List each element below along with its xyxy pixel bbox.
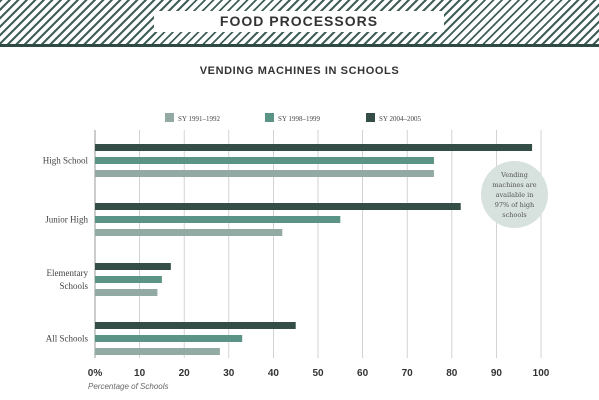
category-label: Junior High <box>45 215 88 225</box>
bar <box>95 335 243 342</box>
legend-label: SY 2004–2005 <box>379 115 421 123</box>
bar <box>95 276 162 283</box>
x-tick-label: 100 <box>533 368 550 379</box>
legend-swatch <box>366 113 375 122</box>
bar <box>95 289 158 296</box>
x-tick-label: 0% <box>88 368 103 379</box>
header-rule <box>0 44 599 47</box>
bar <box>95 170 434 177</box>
category-label: Elementary <box>47 268 89 278</box>
x-tick-label: 60 <box>357 368 369 379</box>
bar <box>95 216 341 223</box>
chart-title: VENDING MACHINES IN SCHOOLS <box>199 65 400 77</box>
category-label: High School <box>43 156 89 166</box>
x-tick-label: 30 <box>223 368 235 379</box>
category-label: All Schools <box>46 334 89 344</box>
legend-swatch <box>165 113 174 122</box>
legend-swatch <box>265 113 274 122</box>
bar <box>95 263 171 270</box>
x-tick-label: 90 <box>491 368 503 379</box>
callout-text: Vending machines are available in 97% of… <box>492 170 537 219</box>
callout-bubble: Vending machines are available in 97% of… <box>481 161 548 228</box>
bar <box>95 229 283 236</box>
legend-label: SY 1991–1992 <box>178 115 220 123</box>
legend-label: SY 1998–1999 <box>278 115 320 123</box>
bar <box>95 348 220 355</box>
x-tick-label: 80 <box>446 368 458 379</box>
x-tick-label: 70 <box>402 368 414 379</box>
x-tick-label: 40 <box>268 368 280 379</box>
category-label: Schools <box>59 281 88 291</box>
bar <box>95 203 461 210</box>
x-tick-label: 50 <box>312 368 324 379</box>
x-axis-label: Percentage of Schools <box>88 382 169 391</box>
x-tick-label: 20 <box>179 368 191 379</box>
bar <box>95 157 434 164</box>
banner-title: FOOD PROCESSORS <box>154 11 444 32</box>
bar <box>95 322 296 329</box>
x-tick-label: 10 <box>134 368 146 379</box>
bar <box>95 144 533 151</box>
